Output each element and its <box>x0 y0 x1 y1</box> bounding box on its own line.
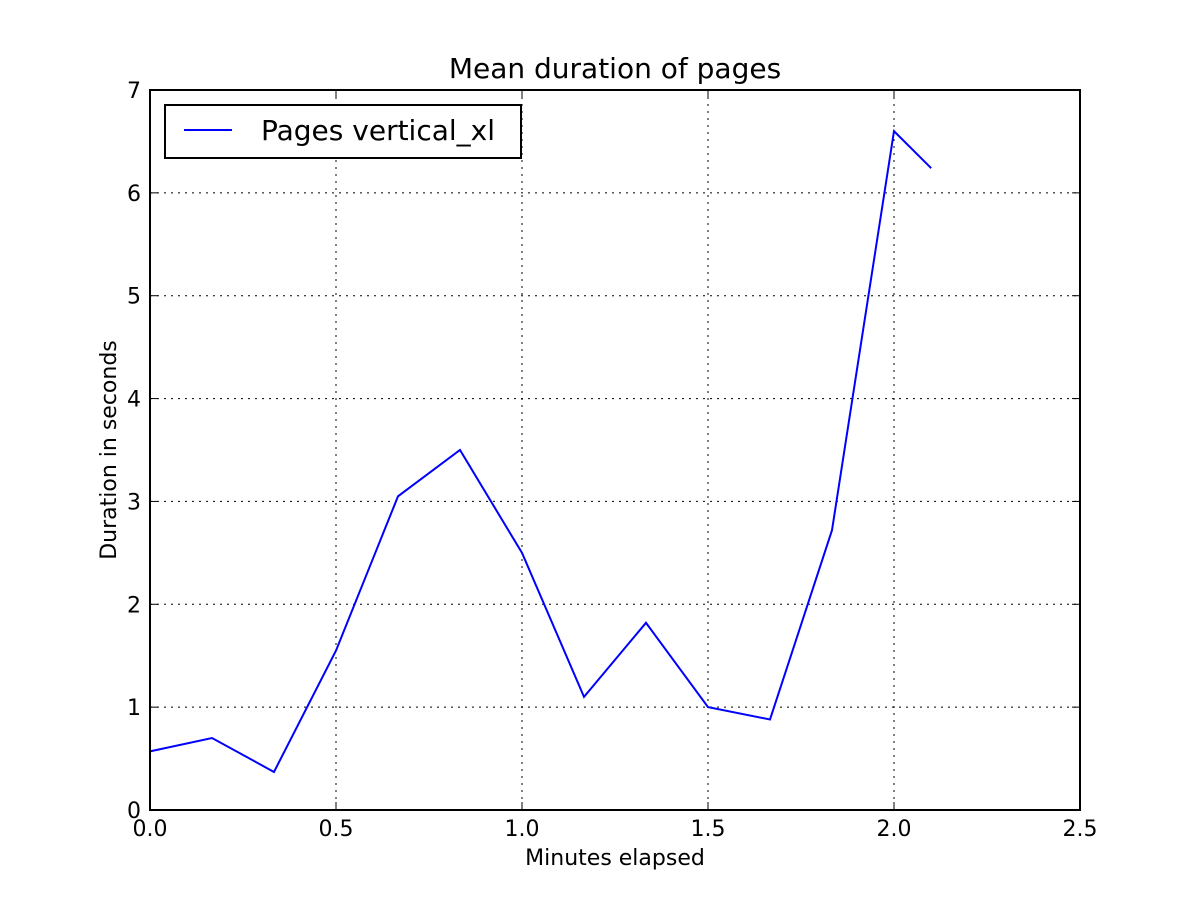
series-line <box>149 129 932 774</box>
y-tick-label: 3 <box>127 490 141 515</box>
tick-layer <box>149 89 1081 811</box>
series-layer <box>149 129 932 774</box>
x-tick-label: 1.5 <box>691 817 726 842</box>
legend-label: Pages vertical_xl <box>261 114 495 147</box>
y-tick-label: 1 <box>127 696 141 721</box>
chart-title: Mean duration of pages <box>449 52 781 85</box>
x-axis-title: Minutes elapsed <box>525 846 705 871</box>
y-tick-label: 2 <box>127 593 141 618</box>
y-tick-label: 7 <box>127 79 141 104</box>
x-tick-label: 2.0 <box>877 817 912 842</box>
x-tick-label: 0.0 <box>133 817 168 842</box>
y-tick-label: 4 <box>127 388 141 413</box>
x-tick-label: 2.5 <box>1063 817 1098 842</box>
grid-layer <box>150 90 1080 810</box>
legend: Pages vertical_xl <box>164 104 522 159</box>
y-axis-title: Duration in seconds <box>97 340 122 560</box>
x-tick-label: 1.0 <box>505 817 540 842</box>
y-tick-label: 6 <box>127 182 141 207</box>
tick-label-layer: 0.0 0.5 1.0 1.5 2.0 2.5 0 1 2 3 4 5 6 7 <box>127 79 1098 842</box>
x-tick-label: 0.5 <box>319 817 354 842</box>
y-tick-label: 5 <box>127 285 141 310</box>
legend-box <box>164 104 522 159</box>
y-tick-label: 0 <box>127 799 141 824</box>
plot-area-frame <box>149 89 1081 811</box>
